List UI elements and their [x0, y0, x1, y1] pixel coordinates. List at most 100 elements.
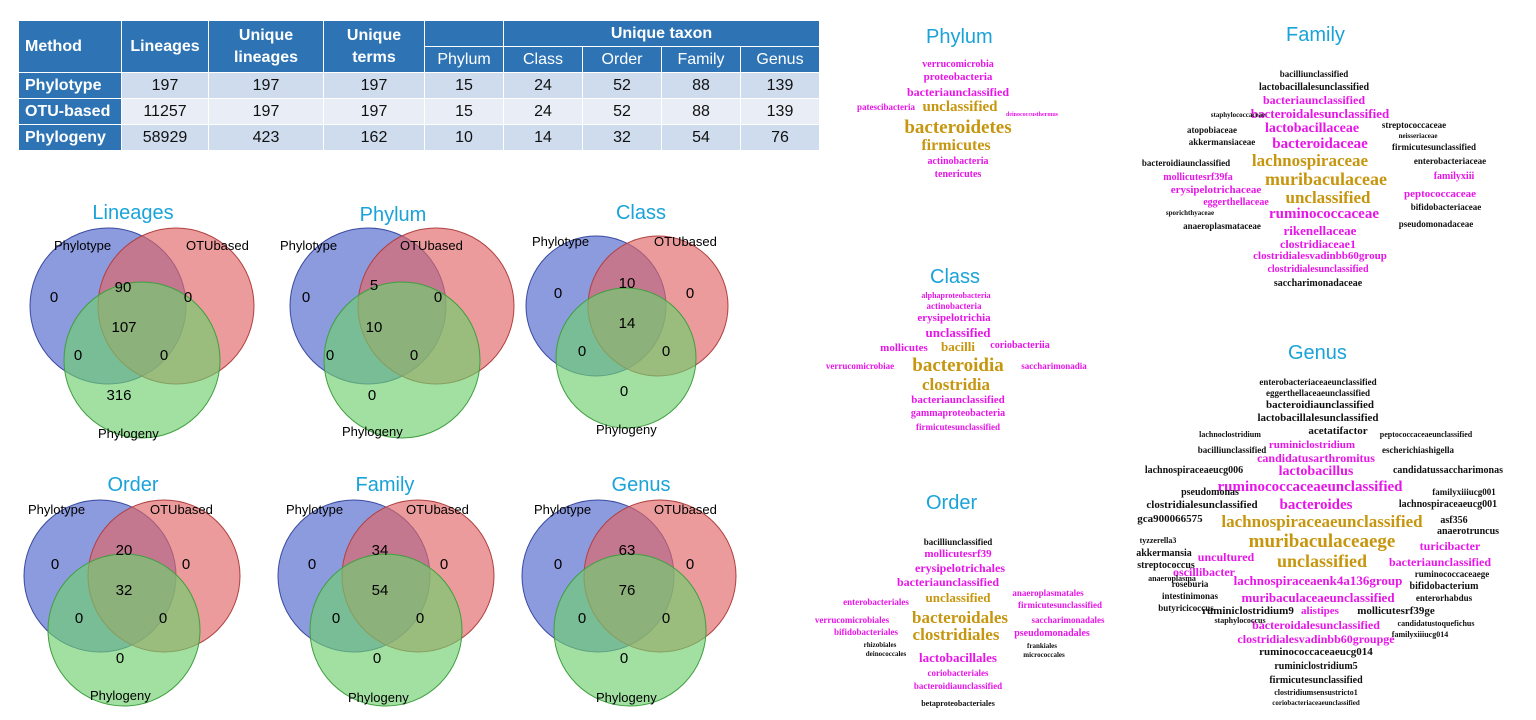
region-abc: 107 [111, 319, 136, 336]
word: bifidobacterium [1409, 581, 1479, 592]
word: anaeroplasmatales [1012, 588, 1084, 598]
cloud-title: Family [1286, 24, 1345, 46]
word: saccharimonadales [1031, 615, 1105, 625]
region-a: 0 [308, 556, 316, 573]
word: alphaproteobacteria [921, 291, 991, 300]
word: enterobacteriaceaeunclassified [1259, 377, 1377, 387]
region-ac: 0 [332, 610, 340, 627]
region-b: 0 [434, 289, 442, 306]
word: bacteroidalesunclassified [1250, 106, 1390, 121]
set-a-label: Phylotype [534, 502, 591, 517]
cell: 52 [582, 98, 662, 125]
region-ab: 63 [619, 542, 636, 559]
word: mollicutesrf39fa [1163, 172, 1233, 183]
cell: 197 [208, 72, 324, 99]
phylogeny-circle [553, 553, 707, 707]
word: turicibacter [1419, 539, 1481, 553]
word: unclassified [925, 590, 991, 605]
word: familyxiii [1433, 171, 1475, 182]
region-c: 0 [368, 387, 376, 404]
region-c: 0 [620, 650, 628, 667]
venn-title: Order [107, 474, 159, 496]
cell: 197 [208, 98, 324, 125]
word: clostridia [922, 375, 990, 394]
word: mollicutes [880, 342, 928, 354]
cloud-title: Class [930, 266, 981, 288]
word: bacteriaunclassified [897, 575, 999, 589]
region-a: 0 [50, 289, 58, 306]
table-row: Phylogeny 58929 423 162 10 14 32 54 76 [18, 124, 820, 151]
word: proteobacteria [923, 71, 993, 83]
venn-family: Family Phylotype OTUbased Phylogeny 0 0 … [270, 470, 500, 710]
cloud-title: Order [926, 492, 978, 514]
word: staphylococcaceae [1210, 111, 1266, 119]
word: akkermansia [1136, 548, 1192, 559]
region-a: 0 [554, 556, 562, 573]
word: staphylococcus [1214, 616, 1266, 625]
region-bc: 0 [410, 347, 418, 364]
region-ac: 0 [578, 343, 586, 360]
header-rank-genus: Genus [740, 46, 820, 73]
word: micrococcales [1023, 651, 1065, 659]
region-c: 0 [373, 650, 381, 667]
word: bacteriaunclassified [1263, 93, 1365, 107]
region-abc: 32 [116, 582, 133, 599]
word: erysipelotrichaceae [1170, 184, 1262, 196]
word: clostridiales [912, 625, 1000, 644]
word: pseudomonadales [1014, 628, 1090, 639]
word: firmicutesunclassified [1018, 600, 1102, 610]
region-b: 0 [686, 285, 694, 302]
set-c-label: Phylogeny [98, 426, 159, 441]
word: lachnospiraceae [1251, 151, 1369, 170]
word: clostridialesvadinbb60group [1253, 250, 1387, 262]
cell: 24 [503, 72, 583, 99]
header-rank-order: Order [582, 46, 662, 73]
header-unique-lineages: Unique lineages [208, 20, 324, 73]
word: oscillibacter [1173, 565, 1235, 579]
region-bc: 0 [159, 610, 167, 627]
word: verrucomicrobia [922, 59, 994, 70]
word: unclassified [1276, 551, 1368, 571]
word: bacteroidaceae [1272, 136, 1368, 152]
region-ab: 90 [115, 279, 132, 296]
header-unique-terms: Unique terms [323, 20, 425, 73]
word: rikenellaceae [1283, 223, 1357, 238]
region-bc: 0 [662, 610, 670, 627]
phylogeny-circle [309, 553, 463, 707]
word: ruminiclostridium [1268, 439, 1356, 451]
venn-genus: Genus Phylotype OTUbased Phylogeny 0 0 6… [521, 470, 756, 710]
word: streptococcus [1137, 560, 1195, 571]
word: firmicutes [921, 137, 991, 154]
word: enterobacteriales [843, 597, 909, 607]
region-a: 0 [302, 289, 310, 306]
word: patescibacteria [857, 102, 915, 112]
word: lachnoclostridium [1199, 430, 1261, 439]
word: bacteroidia [912, 355, 1004, 376]
word: sporichthyaceae [1165, 209, 1215, 217]
word: alistipes [1301, 605, 1339, 617]
word: coriobacteriaceaeunclassified [1272, 699, 1360, 707]
region-ab: 20 [116, 542, 133, 559]
word: mollicutesrf39 [924, 548, 992, 560]
cell: 10 [424, 124, 504, 151]
cell: 88 [661, 72, 741, 99]
word: verrucomicrobiae [825, 361, 895, 371]
header-rank-class: Class [503, 46, 583, 73]
word: familyxiiiucg001 [1432, 487, 1496, 497]
word: bacilliunclassified [1197, 445, 1267, 455]
word: bacteroidiaunclassified [1141, 158, 1231, 168]
venn-order: Order Phylotype OTUbased Phylogeny 0 0 2… [18, 470, 248, 710]
word: rhizobiales [863, 641, 897, 649]
region-ac: 0 [74, 347, 82, 364]
cell: 14 [503, 124, 583, 151]
set-c-label: Phylogeny [348, 690, 409, 705]
cell: 32 [582, 124, 662, 151]
region-abc: 14 [619, 315, 636, 332]
cell: 197 [121, 72, 209, 99]
word: frankiales [1027, 642, 1057, 650]
cell: 11257 [121, 98, 209, 125]
word: butyricicoccus [1158, 603, 1214, 613]
venn-title: Class [615, 202, 666, 224]
row-method: OTU-based [18, 98, 122, 125]
venn-svg: Phylotype OTUbased Phylogeny 0 0 34 54 0… [277, 499, 495, 707]
